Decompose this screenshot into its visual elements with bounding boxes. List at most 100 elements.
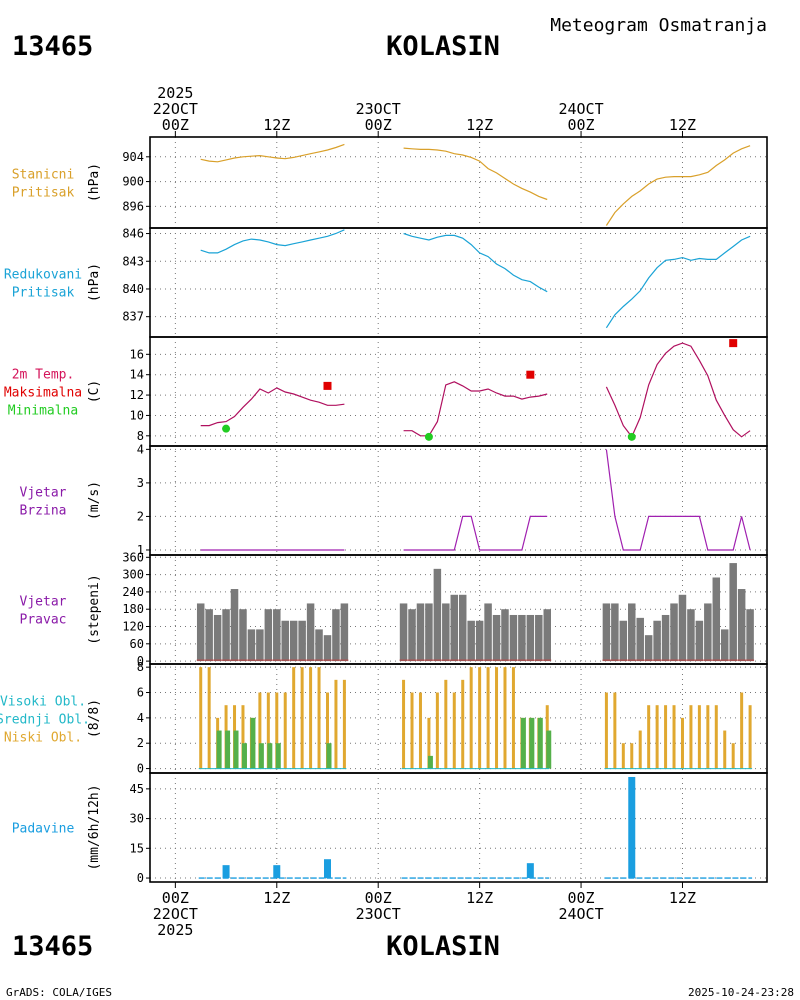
cloud-mid-bar: [326, 743, 332, 769]
station-id-top: 13465: [12, 31, 93, 62]
cloud-low-bar: [452, 692, 456, 769]
series-line-temperature: [403, 381, 548, 437]
wind-direction-bar: [737, 589, 746, 662]
y-tick-label: 837: [122, 310, 144, 324]
precip-bar: [628, 776, 636, 879]
wind-direction-bar: [222, 609, 230, 662]
cloud-mid-bar: [216, 730, 222, 769]
time-label-bottom: 24OCT: [558, 905, 603, 923]
panel-label: Brzina: [20, 504, 67, 519]
time-label-bottom: 12Z: [466, 889, 493, 907]
wind-direction-bar: [442, 603, 450, 662]
panel-label: Minimalna: [8, 404, 78, 419]
wind-direction-bar: [678, 594, 687, 662]
y-tick-label: 2: [137, 509, 144, 523]
cloud-low-bar: [689, 705, 693, 769]
cloud-low-bar: [486, 667, 490, 769]
cloud-low-bar: [503, 667, 507, 769]
panel-label: Pritisak: [12, 186, 75, 201]
y-tick-label: 900: [122, 175, 144, 189]
cloud-mid-bar: [267, 743, 273, 769]
y-unit-label: (hPa): [87, 263, 102, 302]
wind-direction-bar: [492, 614, 501, 662]
cloud-low-bar: [309, 667, 313, 769]
panel-temperature: 8 10 12 14 16 (C) 2m Temp. Maksimalna Minimalna: [4, 336, 768, 447]
cloud-mid-bar: [529, 717, 535, 769]
cloud-low-bar: [258, 692, 262, 769]
wind-direction-bar: [484, 603, 492, 662]
y-tick-label: 60: [130, 637, 144, 651]
time-label-bottom: 12Z: [669, 889, 696, 907]
station-name-top: KOLASIN: [386, 31, 500, 62]
cloud-low-bar: [647, 705, 651, 769]
cloud-low-bar: [731, 743, 735, 769]
time-label-top: 00Z: [162, 116, 189, 134]
y-tick-label: 904: [122, 150, 144, 164]
wind-direction-bar: [306, 603, 315, 662]
cloud-low-bar: [672, 705, 676, 769]
series-line-temperature: [200, 387, 345, 427]
y-tick-label: 6: [137, 686, 144, 700]
cloud-low-bar: [680, 717, 684, 769]
wind-direction-bar: [704, 603, 712, 662]
wind-direction-bar: [247, 629, 256, 662]
panel-label: Stanicni: [12, 168, 75, 183]
wind-direction-bar: [501, 609, 509, 662]
cloud-low-bar: [241, 705, 245, 769]
cloud-low-bar: [300, 667, 304, 769]
wind-direction-bar: [315, 629, 323, 662]
wind-direction-bar: [712, 577, 721, 662]
precip-bar: [323, 859, 331, 879]
wind-direction-bar: [196, 603, 205, 662]
time-label-bottom: 12Z: [263, 889, 290, 907]
cloud-low-bar: [664, 705, 668, 769]
cloud-low-bar: [402, 679, 406, 769]
panel-label: Pravac: [20, 613, 67, 628]
wind-direction-bar: [729, 563, 737, 662]
series-line-reduced_pressure: [200, 229, 345, 254]
y-tick-label: 120: [122, 620, 144, 634]
wind-direction-bar: [602, 603, 611, 662]
y-tick-label: 896: [122, 199, 144, 213]
station-id-bottom: 13465: [12, 931, 93, 962]
time-label-bottom: 2025: [157, 921, 193, 939]
time-label-top: 2025: [157, 84, 193, 102]
wind-direction-bar: [628, 603, 636, 662]
wind-direction-bar: [636, 617, 644, 662]
y-tick-label: 843: [122, 254, 144, 268]
tmax-marker: [526, 370, 535, 379]
cloud-low-bar: [706, 705, 710, 769]
cloud-low-bar: [748, 705, 752, 769]
y-tick-label: 8: [137, 429, 144, 443]
wind-direction-bar: [408, 609, 416, 662]
panel-label: Vjetar: [20, 486, 67, 501]
y-tick-label: 240: [122, 585, 144, 599]
precip-bar: [526, 863, 534, 879]
station-name-bottom: KOLASIN: [386, 931, 500, 962]
wind-direction-bar: [205, 609, 213, 662]
cloud-low-bar: [638, 730, 642, 769]
panel-frame: [149, 445, 768, 556]
cloud-low-bar: [435, 692, 439, 769]
series-line-wind_speed: [403, 515, 548, 551]
wind-direction-bar: [661, 614, 670, 662]
cloud-low-bar: [740, 692, 744, 769]
wind-direction-bar: [644, 635, 653, 662]
cloud-mid-bar: [520, 717, 526, 769]
wind-direction-bar: [340, 603, 349, 662]
cloud-low-bar: [478, 667, 482, 769]
wind-direction-bar: [535, 614, 543, 662]
precip-bar: [273, 865, 281, 879]
wind-direction-bar: [281, 620, 289, 662]
panel-clouds: 0 2 4 6 8 (8/8)Visoki Obl. Srednji Obl. Niski O…: [0, 660, 768, 776]
panel-label: Visoki Obl.: [0, 695, 86, 710]
y-tick-label: 14: [130, 368, 144, 382]
panel-wind_direction: 0 60 120 180 240 300 360 (stepeni) Vjetar Pravac: [20, 550, 768, 668]
cloud-low-bar: [275, 692, 279, 769]
y-unit-label: (mm/6h/12h): [87, 784, 102, 870]
series-line-station_pressure: [200, 143, 345, 163]
cloud-low-bar: [444, 679, 448, 769]
cloud-low-bar: [495, 667, 499, 769]
precip-bar: [222, 865, 230, 879]
y-unit-label: (8/8): [87, 699, 102, 738]
